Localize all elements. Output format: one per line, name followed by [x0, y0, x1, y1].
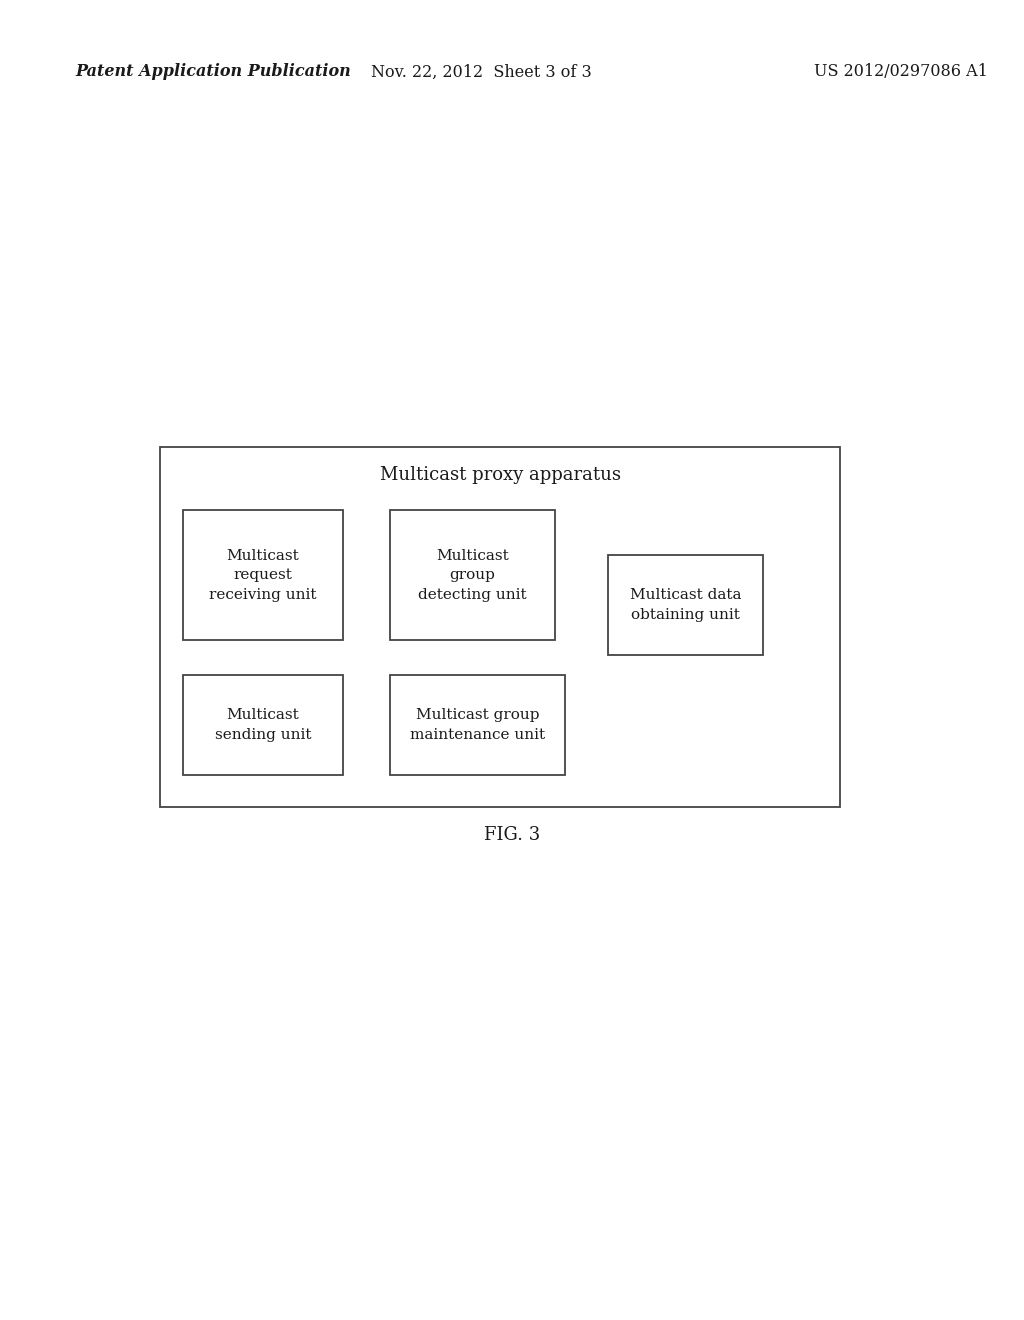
Bar — [183, 510, 343, 640]
Bar — [390, 510, 555, 640]
Text: Nov. 22, 2012  Sheet 3 of 3: Nov. 22, 2012 Sheet 3 of 3 — [371, 63, 592, 81]
Bar — [160, 447, 840, 807]
Text: Multicast data
obtaining unit: Multicast data obtaining unit — [630, 589, 741, 622]
Bar — [183, 675, 343, 775]
Text: Multicast group
maintenance unit: Multicast group maintenance unit — [410, 709, 545, 742]
Text: US 2012/0297086 A1: US 2012/0297086 A1 — [814, 63, 988, 81]
Bar — [390, 675, 565, 775]
Text: FIG. 3: FIG. 3 — [484, 826, 540, 843]
Bar — [608, 554, 763, 655]
Text: Patent Application Publication: Patent Application Publication — [75, 63, 351, 81]
Text: Multicast
request
receiving unit: Multicast request receiving unit — [209, 549, 316, 602]
Text: Multicast
group
detecting unit: Multicast group detecting unit — [418, 549, 526, 602]
Text: Multicast proxy apparatus: Multicast proxy apparatus — [380, 466, 621, 484]
Text: Multicast
sending unit: Multicast sending unit — [215, 709, 311, 742]
